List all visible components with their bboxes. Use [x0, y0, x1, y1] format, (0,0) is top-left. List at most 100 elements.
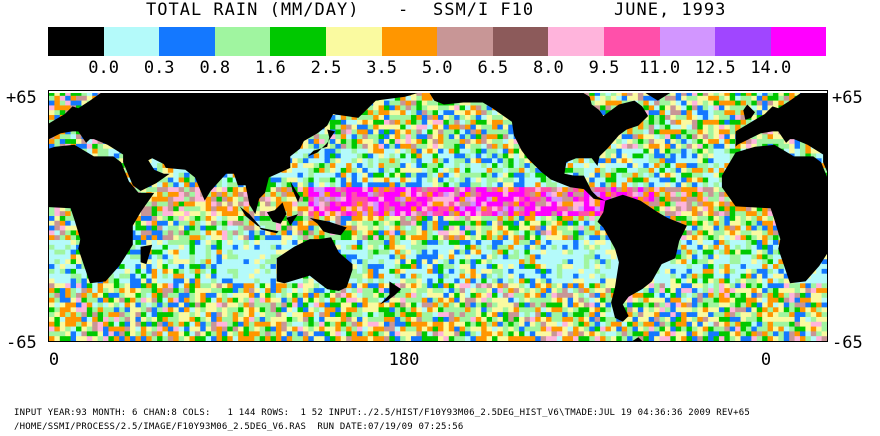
rain-grid-cell: [313, 220, 320, 226]
rain-grid-cell: [594, 91, 601, 97]
rain-grid-cell: [157, 206, 163, 212]
rain-grid-cell: [221, 235, 228, 241]
rain-grid-cell: [670, 191, 677, 198]
rain-grid-cell: [578, 191, 585, 198]
rain-grid-cell: [675, 167, 682, 174]
rain-grid-cell: [432, 187, 439, 193]
rain-grid-cell: [686, 240, 693, 246]
rain-grid-cell: [729, 139, 736, 145]
rain-grid-cell: [691, 225, 698, 231]
rain-grid-cell: [513, 191, 520, 198]
rain-grid-cell: [610, 91, 617, 97]
rain-grid-cell: [81, 100, 88, 106]
rain-grid-cell: [475, 187, 482, 193]
rain-grid-cell: [540, 191, 547, 198]
rain-grid-cell: [178, 167, 185, 174]
rain-grid-cell: [600, 91, 606, 97]
rain-grid-cell: [686, 124, 693, 130]
rain-grid-cell: [529, 249, 536, 255]
rain-grid-cell: [454, 225, 460, 231]
rain-grid-cell: [405, 201, 412, 207]
rain-grid-cell: [59, 249, 66, 255]
rain-grid-cell: [362, 230, 369, 236]
legend-swatch: [437, 27, 493, 56]
rain-grid-cell: [724, 244, 731, 250]
rain-grid-cell: [362, 119, 369, 125]
rain-grid-cell: [448, 201, 455, 207]
rain-grid-cell: [470, 167, 477, 174]
rain-grid-cell: [762, 206, 768, 212]
rain-grid-cell: [400, 124, 406, 130]
rain-grid-cell: [146, 206, 152, 212]
rain-grid-cell: [205, 216, 212, 222]
rain-grid-cell: [346, 163, 352, 169]
rain-grid-cell: [394, 124, 401, 130]
rain-grid-cell: [329, 172, 336, 178]
rain-grid-cell: [708, 163, 714, 169]
rain-grid-cell: [735, 244, 741, 250]
rain-grid-cell: [621, 167, 628, 174]
rain-grid-cell: [767, 235, 774, 241]
rain-grid-cell: [470, 177, 477, 183]
lat-label-bottom-right: -65: [832, 333, 863, 353]
rain-grid-cell: [432, 191, 439, 198]
rain-grid-cell: [421, 196, 428, 202]
rain-grid-cell: [567, 225, 574, 231]
rain-grid-cell: [556, 201, 563, 207]
rain-grid-cell: [702, 201, 709, 207]
rain-grid-cell: [448, 230, 455, 236]
rain-grid-cell: [713, 153, 720, 159]
rain-grid-cell: [567, 163, 574, 169]
rain-grid-cell: [697, 119, 704, 125]
rain-grid-cell: [670, 124, 677, 130]
rain-grid-cell: [394, 153, 401, 159]
rain-grid-cell: [508, 240, 514, 246]
rain-grid-cell: [427, 216, 433, 222]
rain-grid-cell: [524, 206, 531, 212]
rain-grid-cell: [659, 134, 666, 140]
rain-grid-cell: [735, 235, 741, 241]
rain-grid-cell: [508, 230, 514, 236]
rain-grid-cell: [211, 240, 217, 246]
rain-grid-cell: [648, 95, 655, 101]
rain-grid-cell: [718, 240, 725, 246]
rain-grid-cell: [410, 100, 417, 106]
rain-grid-cell: [324, 129, 331, 135]
rain-grid-cell: [135, 216, 142, 222]
rain-grid-cell: [54, 225, 61, 231]
rain-grid-cell: [643, 158, 650, 164]
rain-grid-cell: [562, 220, 568, 226]
rain-grid-cell: [583, 201, 590, 207]
rain-grid-cell: [259, 211, 266, 217]
rain-grid-cell: [427, 129, 433, 135]
rain-grid-cell: [259, 249, 266, 255]
rain-grid-cell: [367, 249, 374, 255]
lat-label-bottom-left: -65: [6, 333, 37, 353]
rain-grid-cell: [92, 143, 98, 149]
rain-grid-cell: [54, 134, 61, 140]
rain-grid-cell: [497, 139, 504, 145]
rain-grid-cell: [691, 163, 698, 169]
rain-grid-cell: [405, 100, 412, 106]
rain-grid-cell: [459, 240, 466, 246]
rain-grid-cell: [772, 129, 779, 135]
rain-grid-cell: [686, 143, 693, 149]
rain-grid-cell: [524, 249, 531, 255]
rain-grid-cell: [529, 196, 536, 202]
rain-grid-cell: [524, 172, 531, 178]
rain-grid-cell: [356, 230, 363, 236]
rain-grid-cell: [529, 172, 536, 178]
rain-grid-cell: [373, 220, 379, 226]
rain-grid-cell: [427, 235, 433, 241]
rain-grid-cell: [465, 230, 471, 236]
rain-grid-cell: [356, 177, 363, 183]
rain-grid-cell: [329, 158, 336, 164]
rain-grid-cell: [173, 244, 179, 250]
legend-tick-label: 1.6: [255, 58, 286, 78]
rain-grid-cell: [313, 225, 320, 231]
rain-grid-cell: [178, 201, 185, 207]
rain-grid-cell: [519, 244, 525, 250]
rain-grid-cell: [443, 182, 450, 188]
rain-grid-cell: [740, 119, 747, 125]
rain-grid-cell: [492, 225, 498, 231]
